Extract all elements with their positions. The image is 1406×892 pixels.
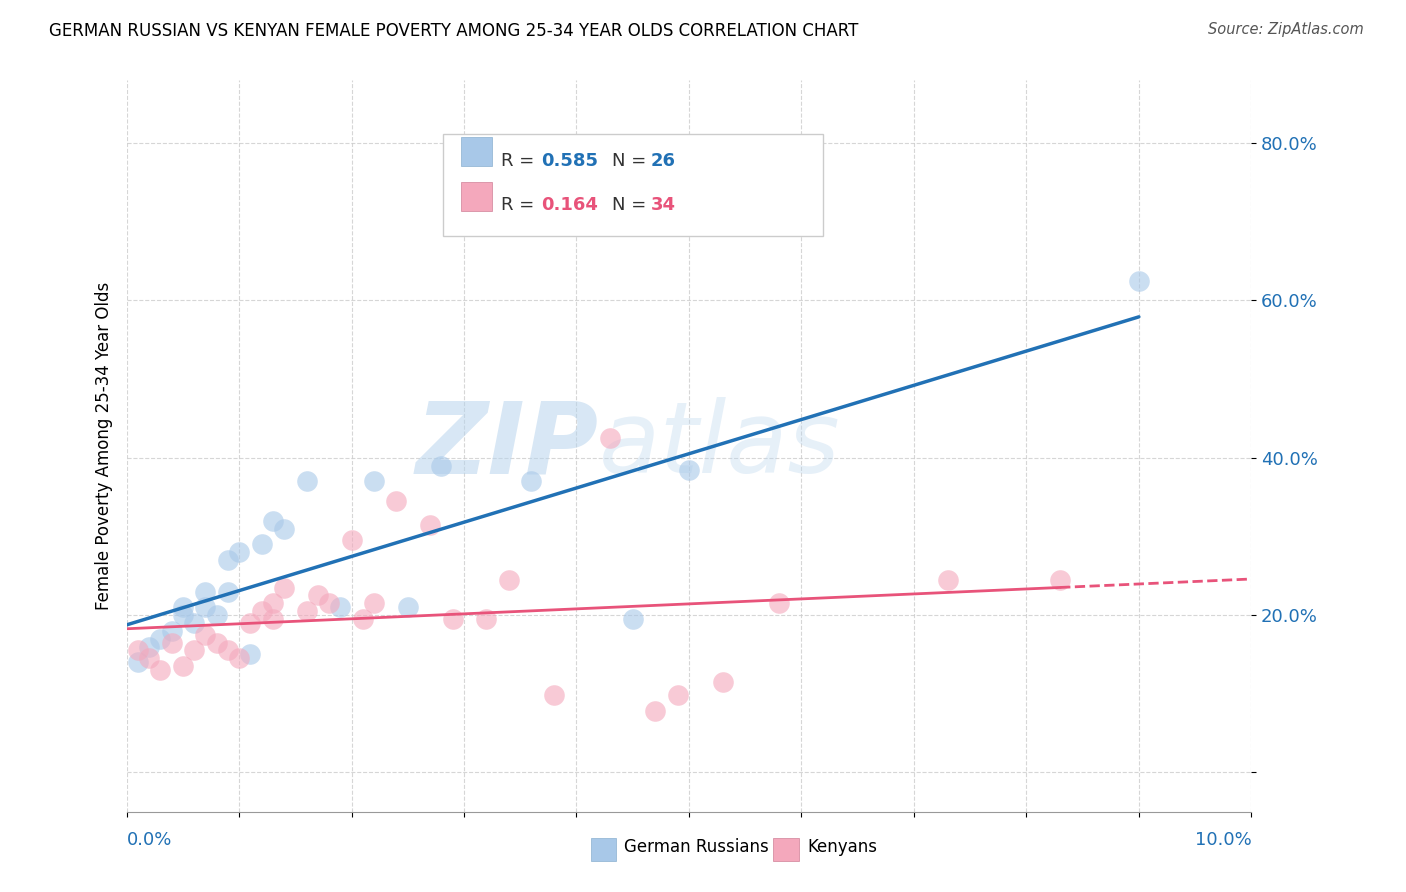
- Point: [1049, 573, 1071, 587]
- Point: [160, 635, 183, 649]
- Point: [262, 596, 284, 610]
- Point: [172, 600, 194, 615]
- Point: [217, 584, 239, 599]
- Point: [1128, 274, 1150, 288]
- Point: [160, 624, 183, 638]
- Point: [352, 612, 374, 626]
- Point: [205, 635, 228, 649]
- Point: [250, 604, 273, 618]
- Point: [396, 600, 419, 615]
- Text: atlas: atlas: [599, 398, 841, 494]
- Point: [183, 643, 205, 657]
- Point: [138, 651, 160, 665]
- Point: [385, 494, 408, 508]
- Point: [228, 651, 250, 665]
- Point: [599, 431, 621, 445]
- Point: [644, 704, 666, 718]
- Text: 10.0%: 10.0%: [1195, 831, 1251, 849]
- Point: [329, 600, 352, 615]
- Point: [318, 596, 340, 610]
- Text: 34: 34: [651, 196, 676, 214]
- Text: N =: N =: [612, 196, 651, 214]
- Point: [936, 573, 959, 587]
- Point: [678, 462, 700, 476]
- Text: R =: R =: [501, 152, 540, 169]
- Point: [430, 458, 453, 473]
- Point: [340, 533, 363, 548]
- Point: [262, 612, 284, 626]
- Text: 26: 26: [651, 152, 676, 169]
- Point: [228, 545, 250, 559]
- Point: [149, 663, 172, 677]
- Point: [498, 573, 520, 587]
- Point: [239, 648, 262, 662]
- Text: ZIP: ZIP: [416, 398, 599, 494]
- Point: [194, 600, 217, 615]
- Text: German Russians: German Russians: [624, 838, 769, 856]
- Point: [363, 475, 385, 489]
- Point: [194, 628, 217, 642]
- Point: [183, 615, 205, 630]
- Text: 0.585: 0.585: [541, 152, 599, 169]
- Point: [520, 475, 543, 489]
- Point: [419, 517, 441, 532]
- Text: N =: N =: [612, 152, 651, 169]
- Point: [475, 612, 498, 626]
- Point: [172, 608, 194, 623]
- Point: [250, 537, 273, 551]
- Point: [363, 596, 385, 610]
- Text: GERMAN RUSSIAN VS KENYAN FEMALE POVERTY AMONG 25-34 YEAR OLDS CORRELATION CHART: GERMAN RUSSIAN VS KENYAN FEMALE POVERTY …: [49, 22, 859, 40]
- Text: Kenyans: Kenyans: [807, 838, 877, 856]
- Point: [172, 659, 194, 673]
- Point: [138, 640, 160, 654]
- Point: [127, 655, 149, 669]
- Point: [711, 675, 734, 690]
- Point: [666, 689, 689, 703]
- Point: [149, 632, 172, 646]
- Point: [768, 596, 790, 610]
- Text: 0.164: 0.164: [541, 196, 598, 214]
- Point: [441, 612, 464, 626]
- Point: [217, 553, 239, 567]
- Point: [621, 612, 644, 626]
- Point: [307, 589, 329, 603]
- Text: R =: R =: [501, 196, 540, 214]
- Point: [262, 514, 284, 528]
- Point: [239, 615, 262, 630]
- Point: [295, 475, 318, 489]
- Point: [127, 643, 149, 657]
- Point: [217, 643, 239, 657]
- Text: Source: ZipAtlas.com: Source: ZipAtlas.com: [1208, 22, 1364, 37]
- Point: [273, 522, 295, 536]
- Point: [295, 604, 318, 618]
- Point: [543, 689, 565, 703]
- Text: 0.0%: 0.0%: [127, 831, 172, 849]
- Point: [194, 584, 217, 599]
- Point: [205, 608, 228, 623]
- Y-axis label: Female Poverty Among 25-34 Year Olds: Female Poverty Among 25-34 Year Olds: [94, 282, 112, 610]
- Point: [273, 581, 295, 595]
